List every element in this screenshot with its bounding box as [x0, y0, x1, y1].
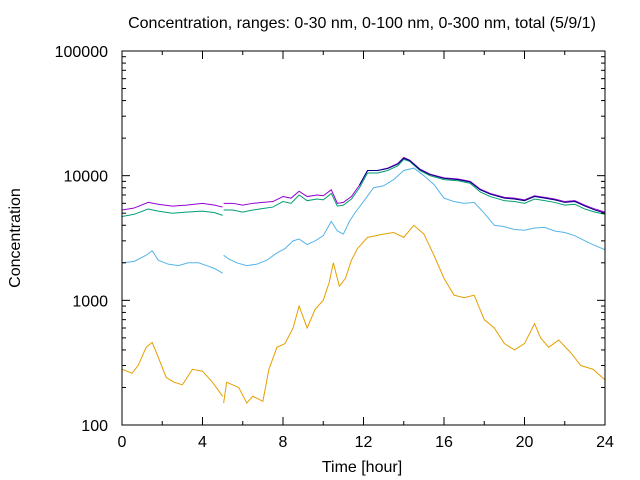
- series-line-4-segment-1: [121, 201, 223, 211]
- series-layer: [121, 156, 606, 404]
- x-tick-label-16: 16: [435, 434, 453, 451]
- x-tick-label-20: 20: [516, 434, 534, 451]
- series-line-2-segment-1: [121, 249, 223, 274]
- y-axis-title: Concentration: [7, 188, 24, 288]
- y-tick-label-100000: 100000: [55, 44, 108, 61]
- y-tick-label-10000: 10000: [64, 169, 109, 186]
- chart-title: Concentration, ranges: 0-30 nm, 0-100 nm…: [128, 15, 596, 32]
- x-tick-label-12: 12: [355, 434, 373, 451]
- series-line-3-segment-2: [223, 158, 606, 215]
- plot-frame: [121, 50, 606, 426]
- x-tick-label-24: 24: [596, 434, 614, 451]
- y-tick-label-100: 100: [81, 418, 108, 435]
- series-line-2-segment-2: [223, 167, 606, 267]
- x-tick-label-4: 4: [198, 434, 207, 451]
- x-tick-label-0: 0: [118, 434, 127, 451]
- series-line-1-segment-1: [121, 341, 224, 397]
- series-line-3-segment-1: [121, 208, 223, 218]
- x-axis-title: Time [hour]: [322, 459, 402, 476]
- x-tick-label-8: 8: [279, 434, 288, 451]
- y-tick-label-1000: 1000: [72, 293, 108, 310]
- series-line-5-segment-1: [359, 157, 606, 214]
- tick-labels-layer: 0 4 8 12 16 20 24 100 1000 10000 100000: [55, 44, 614, 451]
- ticks-layer: [121, 50, 606, 426]
- series-line-1-segment-2: [223, 224, 606, 404]
